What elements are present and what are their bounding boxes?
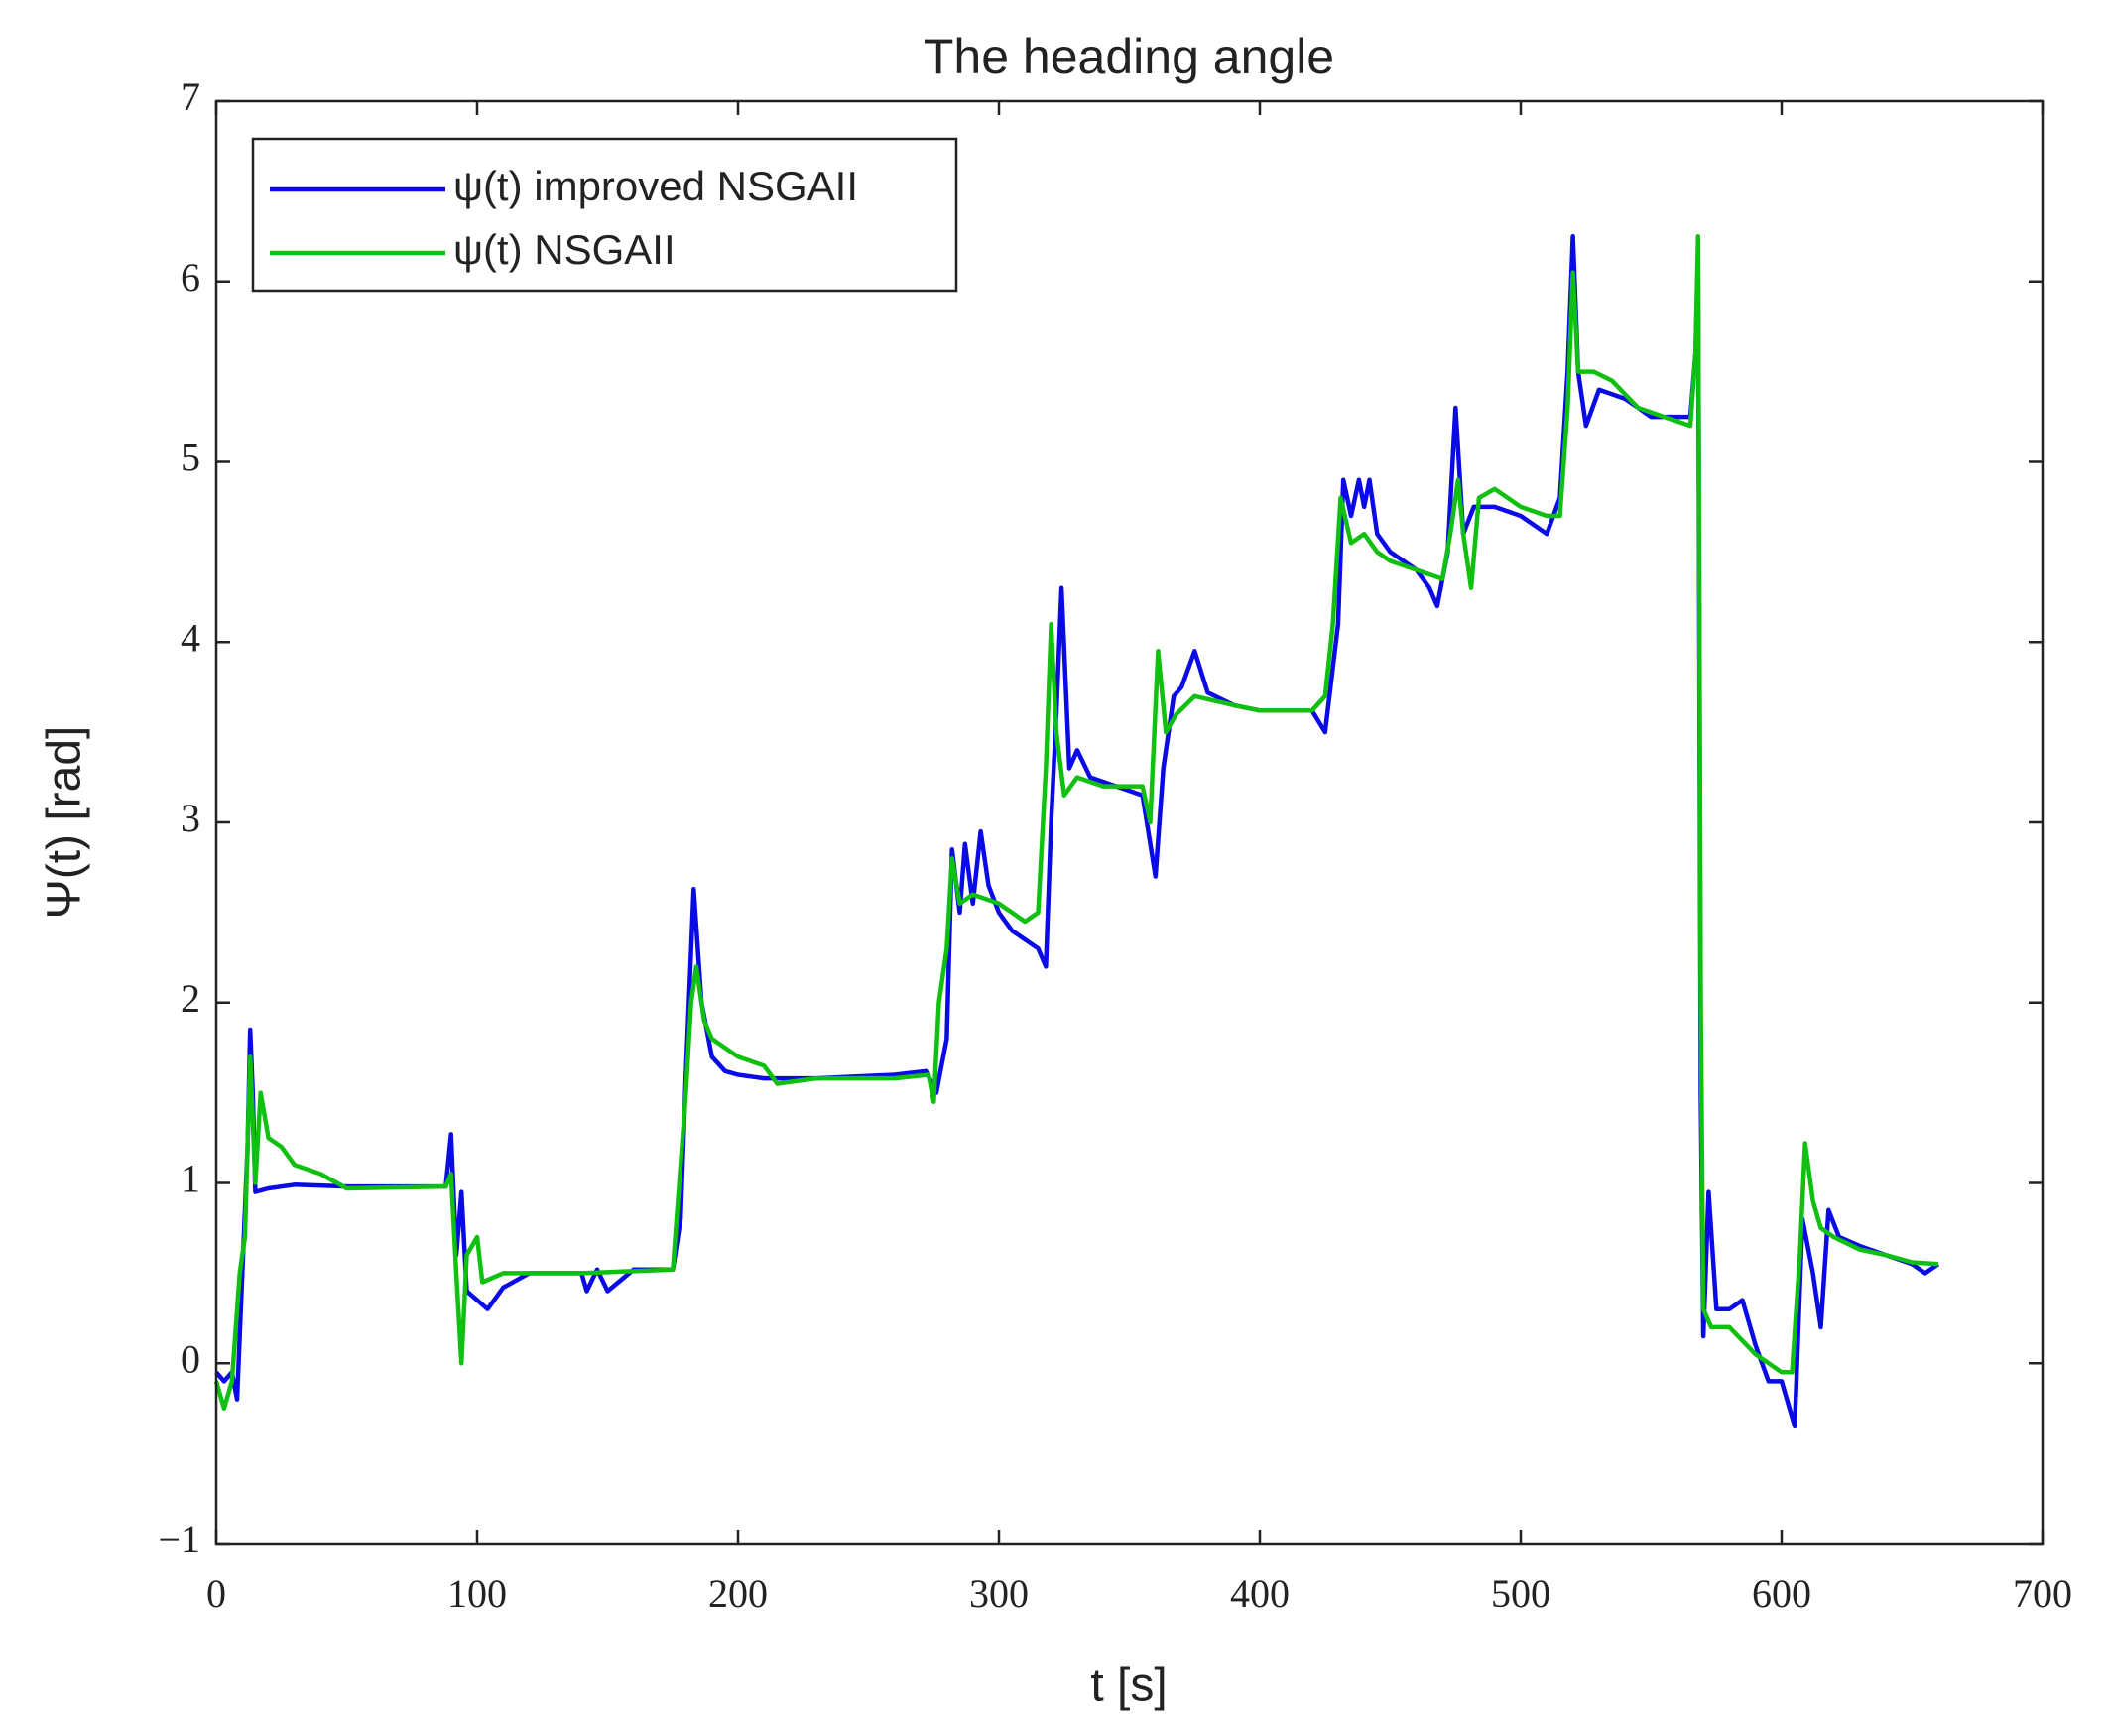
y-tick-label: 5	[181, 435, 200, 480]
y-tick-label: 0	[181, 1336, 200, 1381]
x-tick-label: 400	[1230, 1571, 1290, 1616]
chart-title: The heading angle	[924, 29, 1334, 84]
legend-box	[251, 137, 958, 293]
x-tick-label: 500	[1491, 1571, 1550, 1616]
y-tick-label: 4	[181, 615, 200, 660]
data-line	[213, 234, 1938, 1411]
y-tick-label: −1	[158, 1517, 200, 1561]
x-tick-label: 0	[206, 1571, 226, 1616]
legend-label: ψ(t) NSGAII	[453, 226, 676, 273]
x-tick-label: 700	[2013, 1571, 2072, 1616]
y-tick-label: 6	[181, 255, 200, 300]
y-tick-label: 7	[181, 74, 200, 119]
legend-label: ψ(t) improved NSGAII	[453, 163, 858, 209]
y-tick-label: 2	[181, 976, 200, 1021]
x-tick-label: 100	[447, 1571, 507, 1616]
x-axis-label: t [s]	[1090, 1660, 1167, 1712]
x-tick-label: 300	[969, 1571, 1029, 1616]
y-tick-label: 1	[181, 1157, 200, 1201]
y-tick-label: 3	[181, 796, 200, 840]
x-tick-label: 200	[708, 1571, 768, 1616]
y-axis-label: Ψ(t) [rad]	[39, 726, 91, 920]
x-tick-label: 600	[1752, 1571, 1811, 1616]
